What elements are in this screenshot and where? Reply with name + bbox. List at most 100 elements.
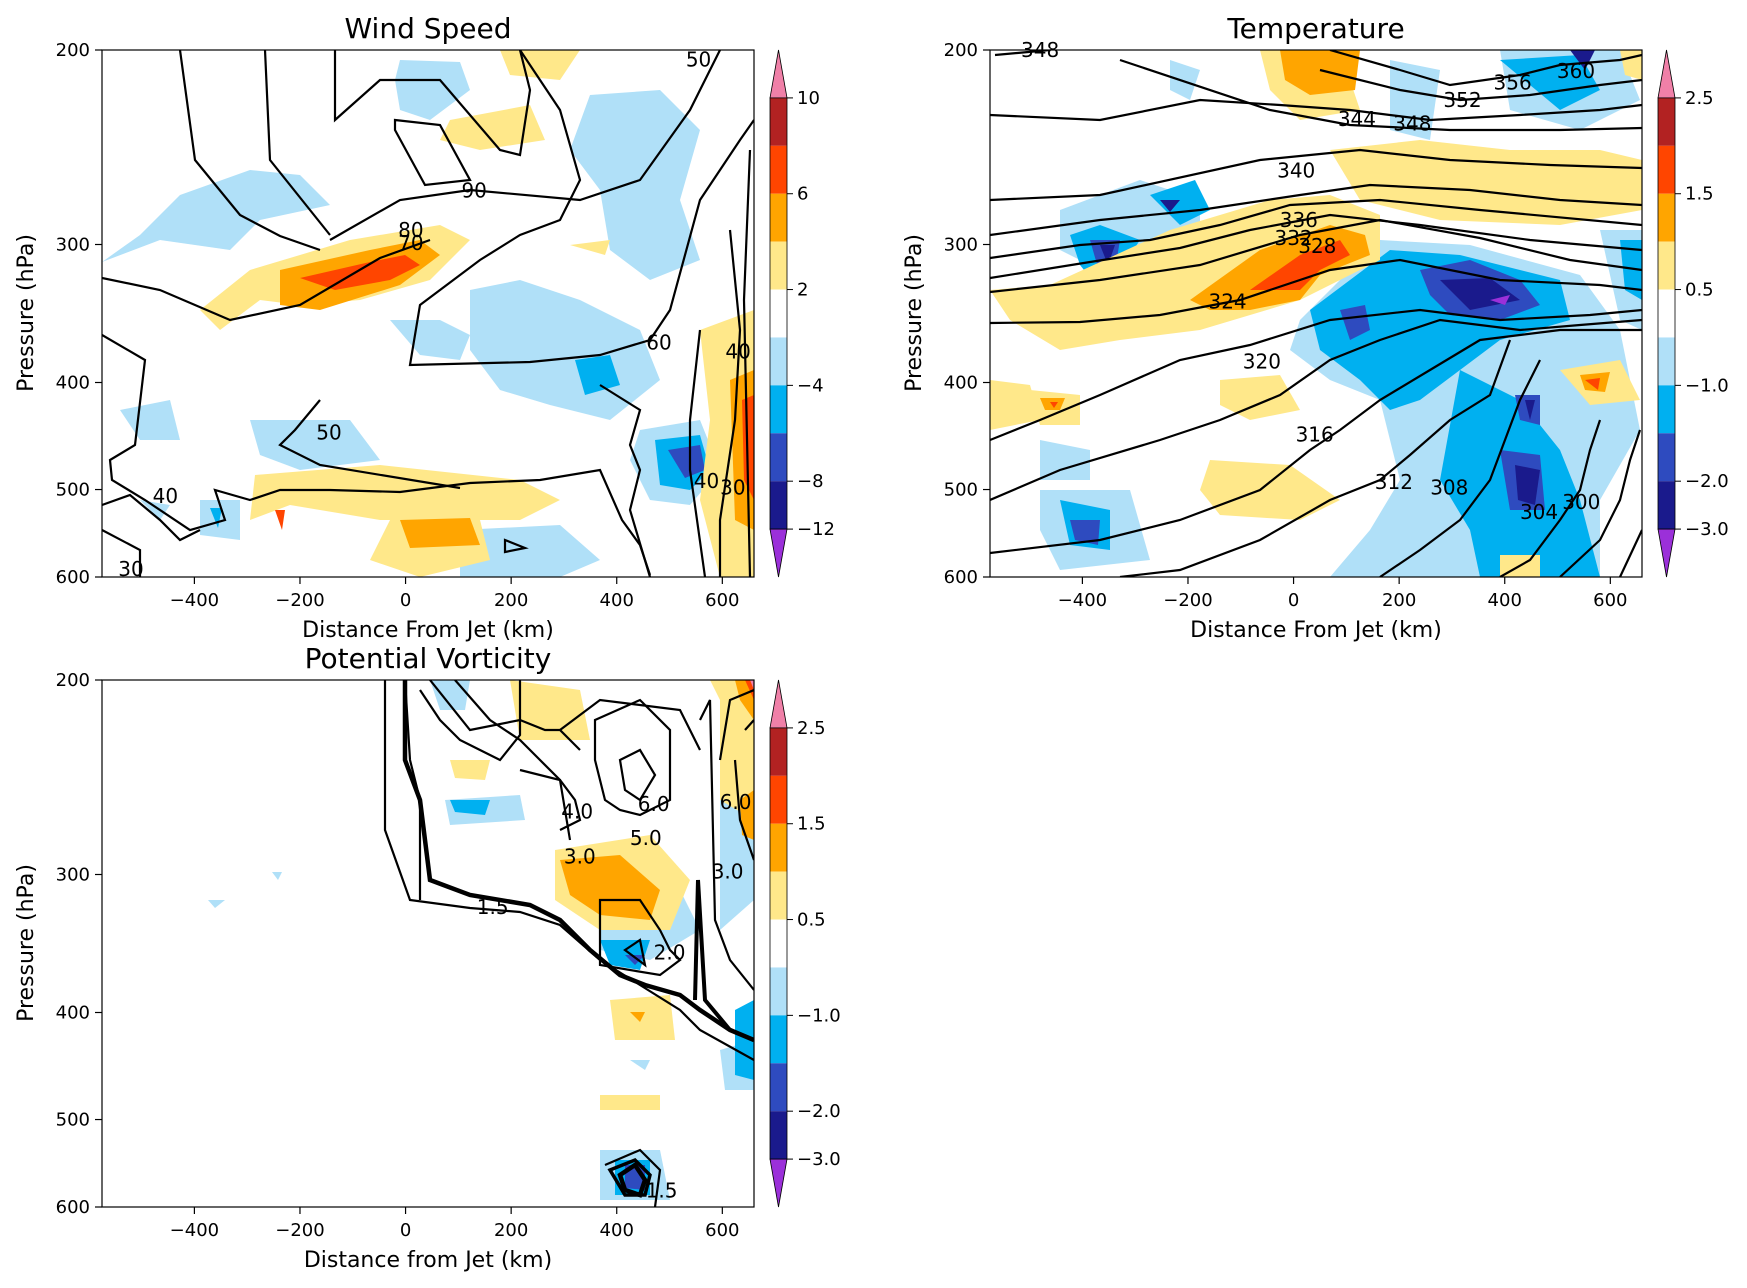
ws-fill-red-1 (300, 255, 420, 290)
ws-fill-lightblue-6 (120, 400, 180, 440)
colorbar-tick-label: 2.5 (797, 718, 826, 739)
y-tick-label: 600 (56, 1197, 90, 1218)
ws-fill-cyan-3 (210, 508, 222, 528)
y-tick-label: 200 (944, 40, 978, 61)
x-tick-label: 600 (705, 590, 739, 611)
contour-label: 352 (1443, 88, 1481, 112)
pv-contour-labels: 4.0 3.0 6.0 5.0 6.0 3.0 1.5 2.0 1.5 (477, 790, 752, 1203)
x-tick-label: 400 (1488, 590, 1522, 611)
contour-label: 6.0 (638, 792, 670, 816)
colorbar-extend-bottom (769, 1158, 788, 1208)
y-tick-label: 300 (56, 865, 90, 886)
colorbar-segment (770, 727, 787, 776)
contour-label: 40 (694, 469, 719, 493)
contour-label: 30 (118, 557, 143, 581)
contour-label: 3.0 (564, 845, 596, 869)
pv-fill-yellow-4 (600, 1095, 660, 1110)
colorbar-tick-label: −12 (797, 519, 835, 540)
t-fill-red-3 (1050, 402, 1058, 408)
temperature-contours (990, 50, 1642, 577)
colorbar-extend-bottom (1657, 528, 1676, 578)
colorbar-tick-label: −1.0 (797, 1005, 841, 1026)
x-tick-label: 0 (400, 590, 411, 611)
contour-label: 40 (725, 340, 750, 364)
contour-label: 316 (1296, 423, 1334, 447)
colorbar-segment (770, 481, 787, 530)
contour-label: 40 (153, 484, 178, 508)
contour-label: 90 (461, 178, 486, 202)
ws-fill-lightblue-1 (102, 170, 330, 262)
x-tick-label: −400 (1058, 590, 1107, 611)
t-fill-lightblue-6 (1040, 440, 1090, 480)
contour-label: 348 (1393, 111, 1431, 135)
y-tick-label: 600 (56, 567, 90, 588)
t-fill-red-1 (1250, 240, 1350, 290)
x-tick-label: 200 (494, 1220, 528, 1241)
ws-fill-yellow-1 (440, 105, 545, 150)
pv-xlabel: Distance from Jet (km) (304, 1248, 552, 1273)
contour-label: 332 (1274, 226, 1312, 250)
contour-label: 344 (1338, 107, 1376, 131)
ws-fill-lightblue-10 (460, 525, 600, 577)
x-tick-label: −200 (1163, 590, 1212, 611)
y-tick-label: 500 (56, 1110, 90, 1131)
x-tick-label: −200 (275, 1220, 324, 1241)
ws-fill-cyan-1 (575, 355, 620, 395)
wind-speed-ticks: −400 −200 0 200 400 600 200 300 400 500 600 (56, 40, 740, 611)
t-fill-red-2 (1585, 378, 1600, 390)
pv-ylabel: Pressure (hPa) (14, 864, 39, 1022)
t-fill-blue-3 (1340, 305, 1370, 340)
t-fill-navy-1 (1100, 245, 1115, 265)
colorbar-tick-label: −4 (797, 375, 824, 396)
ws-fill-lightblue-11 (140, 500, 170, 520)
ws-fill-lightblue-9 (200, 500, 240, 540)
wind-speed-contours (102, 50, 754, 577)
pv-contours (383, 680, 754, 1207)
ws-fill-lightblue-7 (250, 420, 380, 470)
colorbar-segment (770, 967, 787, 1016)
contour-label: 328 (1298, 234, 1336, 258)
contour-label: 308 (1430, 476, 1468, 500)
colorbar-tick-label: 0.5 (797, 910, 826, 931)
colorbar-segment (1658, 481, 1675, 530)
colorbar-tick-label: −2.0 (797, 1101, 841, 1122)
ws-fill-orange-2 (400, 518, 480, 548)
pv-fill-cyan-1 (450, 800, 490, 815)
y-tick-label: 200 (56, 40, 90, 61)
t-fill-blue-5 (1070, 520, 1100, 545)
colorbar-tick-label: −3.0 (1685, 519, 1729, 540)
temperature-title: Temperature (1226, 12, 1404, 45)
contour-label: 340 (1277, 158, 1315, 182)
pv-fill-lightblue-9 (630, 1060, 650, 1070)
colorbar-tick-label: 0.5 (1685, 280, 1714, 301)
colorbar-tick-label: 2 (797, 280, 808, 301)
x-tick-label: 0 (400, 1220, 411, 1241)
pv-axes-frame (101, 679, 755, 1208)
x-tick-label: 200 (1382, 590, 1416, 611)
contour-label: 3.0 (712, 859, 744, 883)
y-tick-label: 400 (56, 1003, 90, 1024)
pv-fill-orange-1 (560, 855, 660, 920)
colorbar-extend-top (769, 49, 788, 99)
contour-label: 312 (1375, 470, 1413, 494)
x-tick-label: 400 (600, 1220, 634, 1241)
temperature-ylabel: Pressure (hPa) (902, 234, 927, 392)
colorbar-segment (770, 385, 787, 434)
x-tick-label: 400 (600, 590, 634, 611)
t-fill-yellow-2 (990, 195, 1380, 350)
colorbar-segment (770, 775, 787, 824)
contour-label: 6.0 (720, 790, 752, 814)
t-fill-yellow-4 (990, 380, 1040, 430)
colorbar-tick-label: −8 (797, 471, 824, 492)
colorbar-segment (770, 1063, 787, 1112)
ws-fill-yellow-2 (500, 50, 580, 80)
pv-fill-lightblue-1 (430, 680, 470, 710)
colorbar-tick-label: 2.5 (1685, 88, 1714, 109)
pv-title: Potential Vorticity (305, 642, 552, 675)
colorbar-tick-label: 6 (797, 184, 808, 205)
y-tick-label: 500 (56, 480, 90, 501)
colorbar-extend-bottom (769, 528, 788, 578)
